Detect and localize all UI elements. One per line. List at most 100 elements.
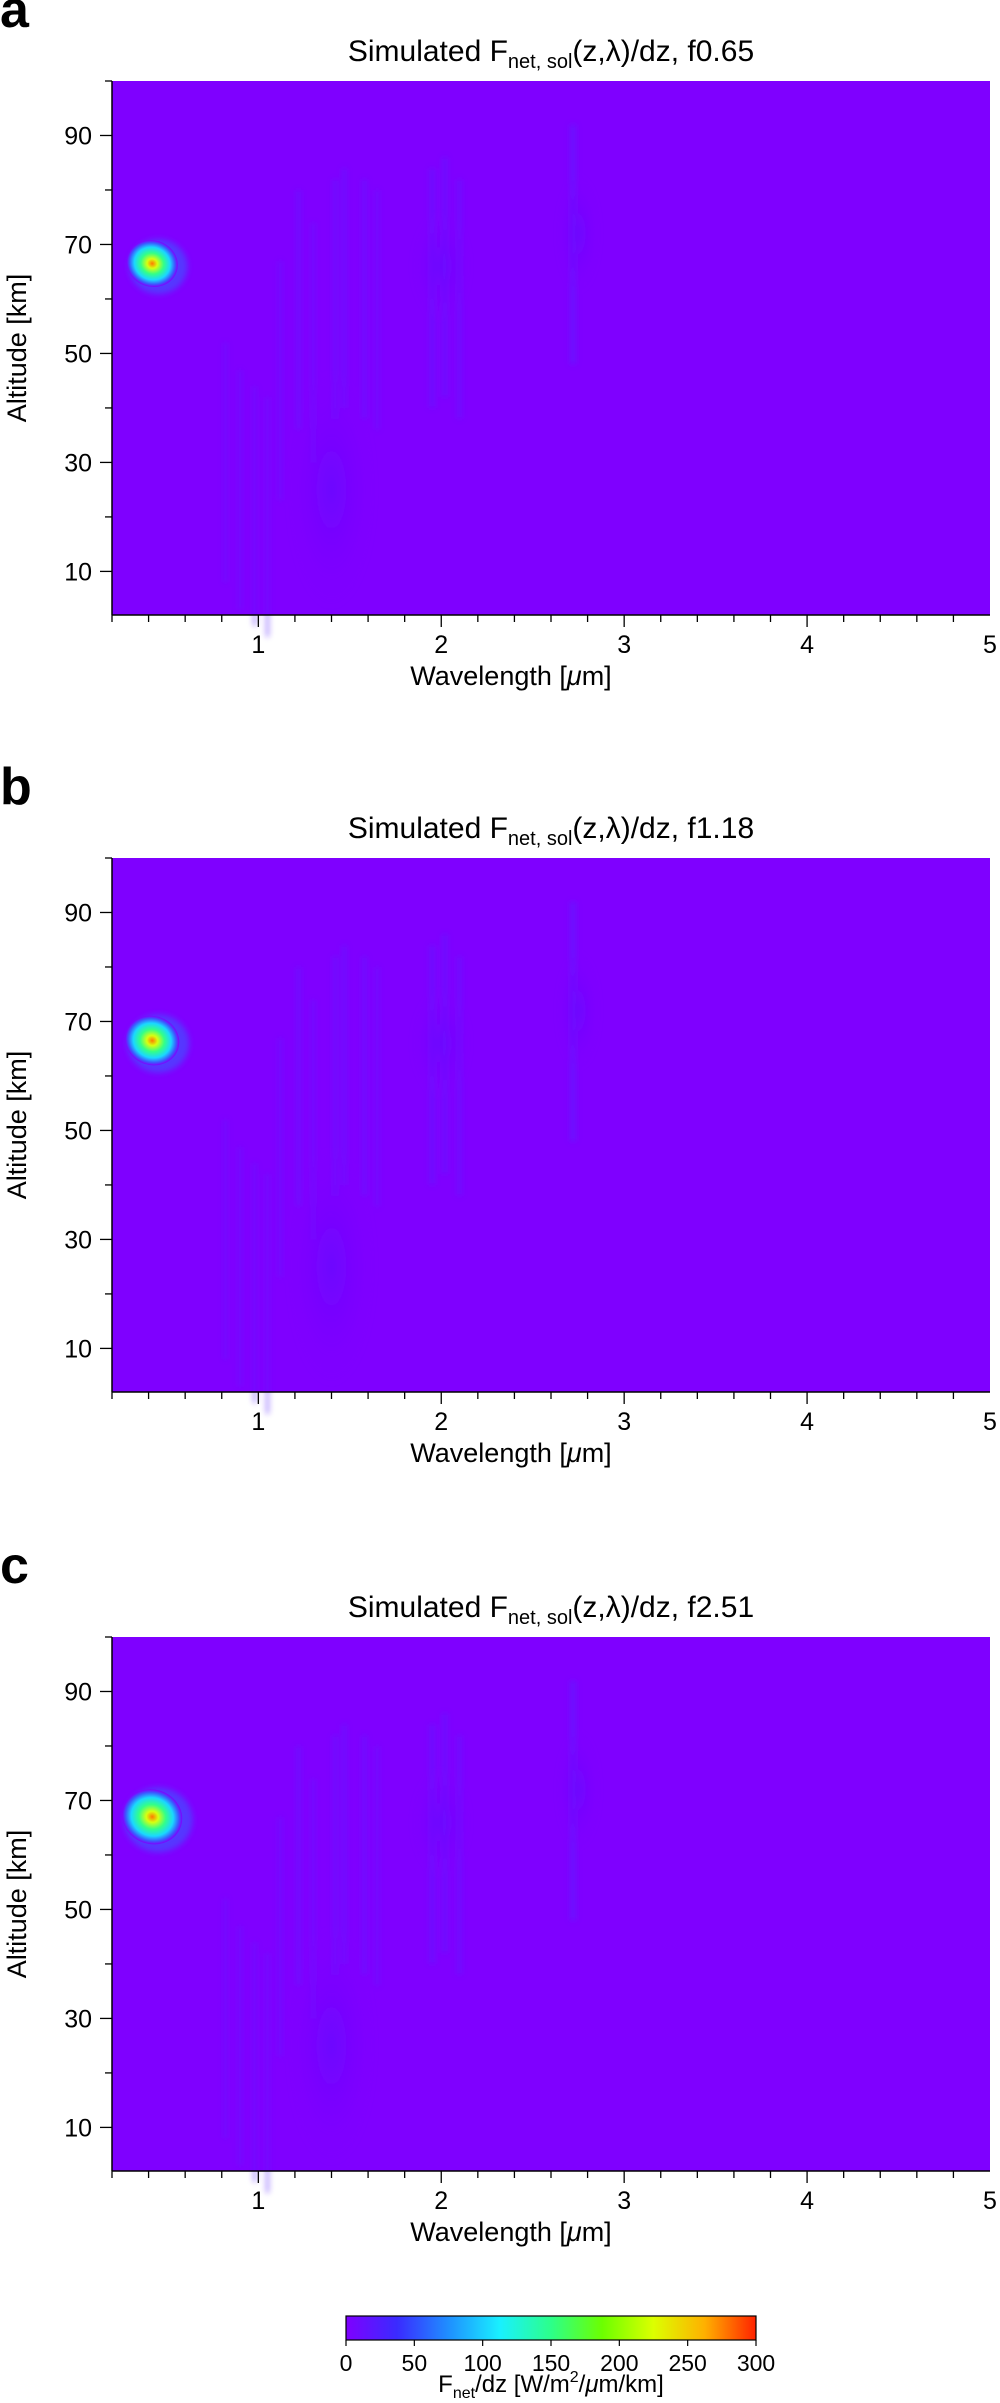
x-tick-label: 3 — [617, 2187, 631, 2215]
lower-haze — [286, 369, 377, 610]
x-axis-label: Wavelength [μm] — [410, 661, 611, 691]
band-streak — [238, 1925, 242, 2166]
colorbar-label: Fnet/dz [W/m2/μm/km] — [438, 2369, 664, 2402]
band-streaks — [223, 1680, 601, 2193]
band-haze — [556, 173, 601, 294]
panel-b: b Simulated Fnet, sol(z,λ)/dz, f1.18 1 2 3 4 5… — [0, 758, 997, 1468]
band-haze — [411, 211, 472, 322]
band-haze — [556, 1729, 601, 1850]
band-streak — [253, 1942, 257, 2182]
band-streak — [296, 1745, 301, 1986]
band-streak — [342, 945, 347, 1185]
band-streak — [265, 1174, 269, 1414]
x-tick-label: 5 — [983, 631, 997, 659]
band-streak — [265, 397, 269, 637]
x-tick-label: 1 — [251, 2187, 265, 2215]
x-tick-label: 4 — [800, 1408, 814, 1436]
x-tick-label: 3 — [617, 631, 631, 659]
band-streak — [333, 1735, 338, 1975]
x-tick-label: 5 — [983, 2187, 997, 2215]
y-tick-label: 10 — [64, 1335, 92, 1363]
panel-title: Simulated Fnet, sol(z,λ)/dz, f2.51 — [348, 1591, 754, 1629]
band-streak — [375, 1745, 379, 1986]
band-streak — [311, 999, 315, 1240]
colorbar-tick-label: 50 — [402, 2350, 428, 2376]
y-tick-label: 30 — [64, 2005, 92, 2033]
lower-haze — [286, 1146, 377, 1387]
band-streak — [265, 1953, 269, 2193]
y-tick-label: 50 — [64, 1117, 92, 1145]
colorbar-tick-label: 200 — [600, 2350, 638, 2376]
y-tick-label: 50 — [64, 1896, 92, 1924]
colorbar-tick-label: 150 — [532, 2350, 570, 2376]
heatmap-background — [112, 858, 990, 1392]
x-tick-label: 1 — [251, 631, 265, 659]
band-streak — [362, 956, 367, 1196]
band-streak — [223, 1898, 227, 2139]
band-streak — [342, 1724, 347, 1964]
band-streak — [238, 369, 242, 610]
y-tick-label: 90 — [64, 122, 92, 150]
panel-c: c Simulated Fnet, sol(z,λ)/dz, f2.51 1 2 3 4 5… — [0, 1537, 997, 2247]
colorbar-tick-label: 100 — [463, 2350, 501, 2376]
band-streak — [296, 966, 301, 1207]
band-streak — [375, 966, 379, 1207]
y-tick-label: 50 — [64, 340, 92, 368]
colorbar-tick-label: 0 — [340, 2350, 353, 2376]
panel-letter: a — [0, 0, 30, 39]
panel-title: Simulated Fnet, sol(z,λ)/dz, f0.65 — [348, 35, 754, 73]
x-tick-label: 4 — [800, 2187, 814, 2215]
hotspot — [122, 1789, 183, 1845]
y-tick-label: 70 — [64, 1787, 92, 1815]
y-axis-label: Altitude [km] — [2, 1830, 32, 1979]
y-tick-label: 10 — [64, 558, 92, 586]
x-tick-label: 3 — [617, 1408, 631, 1436]
colorbar: 0 50 100 150 200 250 300 Fnet/dz [W/m2/μm/km] — [340, 2315, 775, 2402]
band-streak — [278, 260, 282, 501]
band-streak — [223, 1119, 227, 1360]
band-haze — [411, 1767, 472, 1878]
y-axis-label: Altitude [km] — [2, 274, 32, 423]
x-axis-label: Wavelength [μm] — [410, 1438, 611, 1468]
band-streak — [375, 189, 379, 430]
panel-title: Simulated Fnet, sol(z,λ)/dz, f1.18 — [348, 812, 754, 850]
y-tick-label: 10 — [64, 2114, 92, 2142]
y-tick-label: 90 — [64, 1678, 92, 1706]
lower-haze — [286, 1925, 377, 2166]
band-streaks — [223, 901, 601, 1414]
x-axis-label: Wavelength [μm] — [410, 2217, 611, 2247]
hotspot — [126, 240, 178, 287]
colorbar-tick-label: 300 — [737, 2350, 775, 2376]
y-tick-label: 30 — [64, 449, 92, 477]
colorbar-bar — [345, 2315, 757, 2341]
band-haze — [556, 950, 601, 1071]
heatmap-background — [112, 81, 990, 615]
y-tick-label: 70 — [64, 231, 92, 259]
band-streak — [311, 222, 315, 463]
x-tick-label: 2 — [434, 2187, 448, 2215]
band-haze — [411, 988, 472, 1099]
x-tick-label: 5 — [983, 1408, 997, 1436]
y-tick-label: 30 — [64, 1226, 92, 1254]
band-streak — [253, 1163, 257, 1403]
x-tick-label: 2 — [434, 1408, 448, 1436]
band-streak — [333, 179, 338, 419]
panel-letter: c — [0, 1537, 29, 1595]
x-tick-label: 1 — [251, 1408, 265, 1436]
colorbar-tick-label: 250 — [668, 2350, 706, 2376]
band-streak — [362, 1735, 367, 1975]
band-streak — [333, 956, 338, 1196]
y-tick-label: 90 — [64, 899, 92, 927]
band-streak — [278, 1037, 282, 1278]
y-tick-label: 70 — [64, 1008, 92, 1036]
band-streak — [296, 189, 301, 430]
band-streak — [223, 342, 227, 583]
hotspot — [125, 1015, 180, 1066]
panel-letter: b — [0, 758, 32, 816]
heatmap-background — [112, 1637, 990, 2171]
band-streak — [342, 168, 347, 408]
band-streak — [238, 1146, 242, 1387]
x-tick-label: 2 — [434, 631, 448, 659]
band-streak — [362, 179, 367, 419]
